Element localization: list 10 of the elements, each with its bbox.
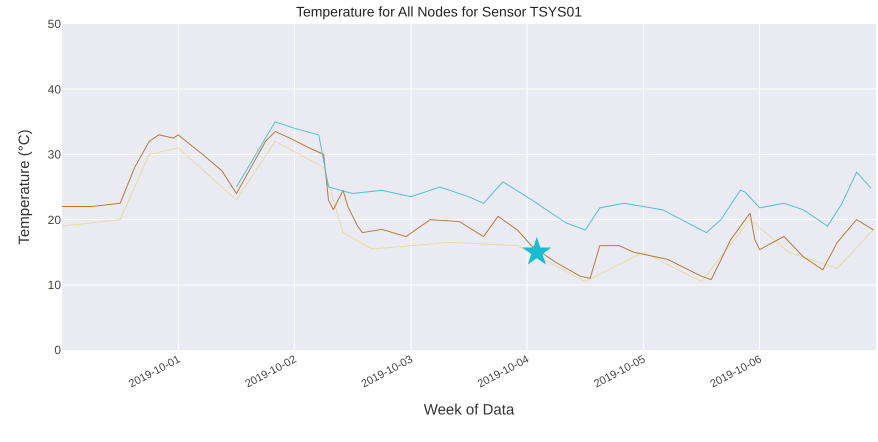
y-tick-label: 50 [48,17,62,32]
y-tick-label: 30 [48,148,62,162]
chart-title: Temperature for All Nodes for Sensor TSYS01 [296,3,582,20]
x-axis-title: Week of Data [424,401,515,418]
y-tick-label: 20 [48,212,62,227]
line-series [236,121,872,234]
y-tick-label: 10 [48,278,62,292]
y-axis-title: Temperature (°C) [16,129,33,245]
y-tick-label: 40 [48,82,62,96]
y-tick-label: 0 [54,343,62,358]
